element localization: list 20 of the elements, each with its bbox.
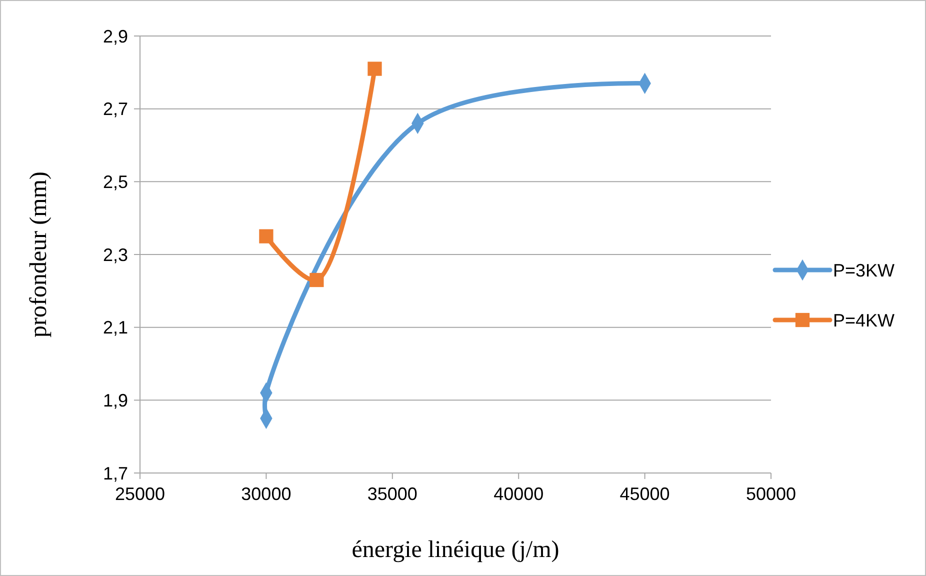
point (310, 272, 324, 288)
x-tick-label: 40000 (494, 484, 544, 504)
y-tick-label: 1,7 (102, 463, 128, 484)
x-tick-label: 35000 (367, 484, 418, 504)
y-tick-label: 1,9 (102, 390, 128, 410)
x-tick-label: 50000 (746, 484, 796, 504)
point (368, 62, 382, 76)
y-tick-label: 2,9 (102, 26, 128, 46)
y-tick-label: 2,3 (102, 244, 128, 265)
x-tick-label: 30000 (241, 484, 292, 504)
legend-label: P=4KW (833, 310, 895, 330)
y-tick-label: 2,1 (102, 318, 128, 338)
legend-label: P=3KW (833, 260, 895, 280)
x-tick-label: 25000 (114, 484, 166, 504)
x-axis-title: énergie linéique (j/m) (352, 537, 560, 563)
y-tick-label: 2,7 (102, 99, 128, 120)
x-tick-label: 45000 (620, 484, 670, 504)
y-tick-label: 2,5 (102, 172, 128, 192)
point (259, 229, 274, 244)
y-axis-title: profondeur (mm) (26, 172, 52, 338)
